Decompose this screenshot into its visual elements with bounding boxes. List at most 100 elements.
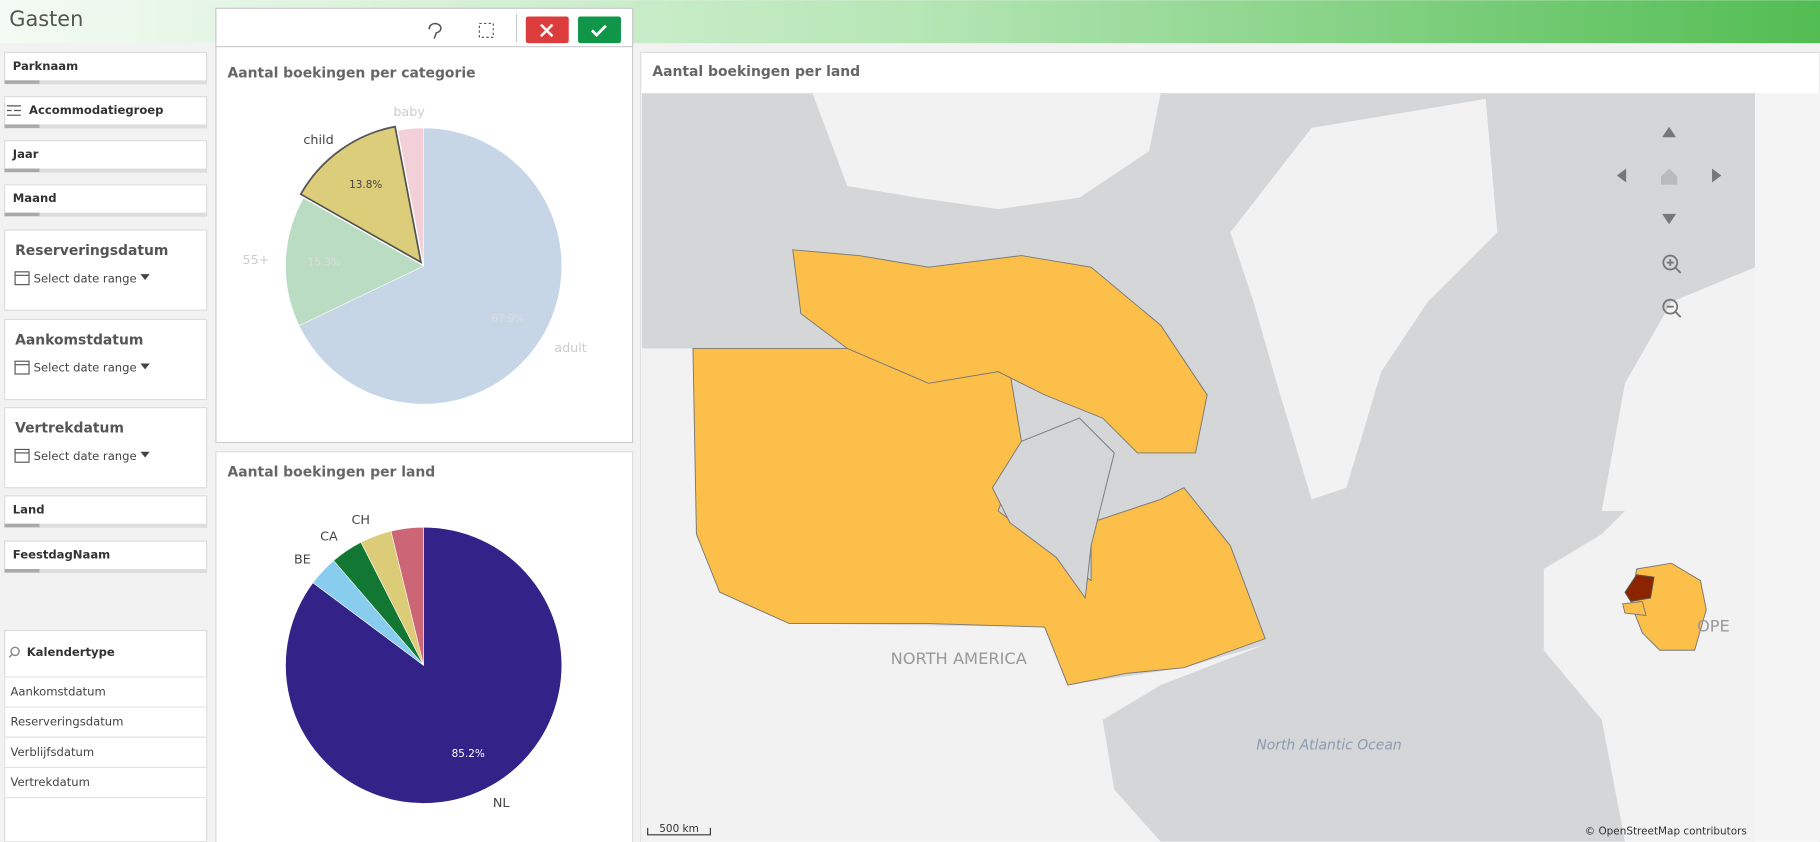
selection-bar-state (4, 124, 40, 128)
cancel-icon (539, 23, 554, 38)
slice-label: CH (352, 513, 370, 528)
filter-label: Accommodatiegroep (29, 103, 163, 117)
selection-bar (4, 80, 207, 84)
filter-label: Aankomstdatum (15, 332, 143, 348)
slice-label: BE (294, 553, 311, 568)
date-placeholder: Select date range (34, 449, 137, 463)
home-button[interactable] (1660, 168, 1678, 185)
filter-box[interactable] (4, 495, 208, 528)
map-land (641, 348, 1266, 842)
pie-charts: adult 67.9% 55+ 15.3% child 13.8% baby NL 85.2% B… (242, 105, 586, 811)
slice-label: 55+ (242, 253, 269, 268)
list-items: Aankomstdatum Reserveringsdatum Verblijfsd… (4, 676, 208, 799)
value-label: 13.8% (349, 179, 382, 191)
map-faded (1755, 93, 1820, 842)
list-item-label: Vertrekdatum (10, 775, 90, 789)
search-icon (10, 646, 20, 657)
dropdown-arrow[interactable] (140, 363, 150, 370)
selection-bar (4, 523, 207, 528)
list-item-label: Reserveringsdatum (10, 715, 123, 729)
pan-right[interactable] (1712, 168, 1722, 183)
selection-bar-state (4, 523, 40, 528)
search-icon (8, 653, 13, 658)
slice-label: baby (393, 105, 425, 120)
map: NORTH AMERICA North Atlantic Ocean OPE 5… (641, 93, 1820, 842)
filter-label: Reserveringsdatum (15, 243, 168, 259)
date-filter[interactable] (4, 318, 208, 401)
dropdown-arrow[interactable] (140, 451, 150, 458)
pie-slice[interactable] (285, 526, 563, 804)
zoom-out[interactable] (1662, 298, 1679, 315)
slice-label: child (303, 133, 333, 148)
value-label: 85.2% (452, 748, 485, 760)
zoom-in[interactable] (1666, 259, 1682, 274)
region-belgium[interactable] (1622, 600, 1647, 616)
filter-label: Parknaam (13, 59, 78, 73)
region-canada[interactable] (792, 249, 1208, 454)
select-values-button[interactable] (478, 22, 494, 38)
calendar-icon (14, 360, 30, 375)
pie-slice[interactable] (285, 197, 425, 327)
pan-down[interactable] (1662, 213, 1677, 225)
pie-slice[interactable] (299, 125, 423, 264)
map-scale: 500 km (659, 823, 698, 835)
region-canada[interactable] (692, 347, 1266, 686)
pie-slice[interactable] (397, 127, 424, 267)
lasso-button[interactable] (428, 22, 442, 39)
chart-title: Aantal boekingen per categorie (228, 65, 476, 81)
list-item[interactable] (4, 706, 208, 738)
map-attribution: © OpenStreetMap contributors (1585, 825, 1747, 837)
confirm-icon (590, 24, 607, 38)
map-label: OPE (1697, 617, 1730, 636)
selection-bar (4, 168, 207, 173)
calendar-icon (14, 271, 30, 286)
date-placeholder: Select date range (34, 361, 137, 375)
app-title: Gasten (9, 7, 83, 31)
filter-box[interactable] (4, 540, 208, 574)
value-label: 67.9% (491, 313, 524, 325)
slice-label: CA (320, 530, 338, 545)
list-item[interactable] (4, 676, 208, 708)
filter-label: Land (13, 502, 45, 516)
filter-box[interactable] (4, 51, 208, 85)
filter-box[interactable] (4, 140, 208, 173)
date-placeholder: Select date range (34, 271, 137, 285)
map-land (812, 93, 1161, 210)
pan-up[interactable] (1662, 126, 1677, 138)
filter-label: FeestdagNaam (13, 548, 110, 562)
selection-bar-state (4, 212, 40, 217)
map-label: North Atlantic Ocean (1256, 737, 1401, 753)
list-item-label: Verblijfsdatum (10, 745, 94, 759)
map-land (1601, 267, 1755, 511)
map-label: NORTH AMERICA (891, 649, 1027, 668)
list-item-label: Aankomstdatum (10, 685, 105, 699)
list-title: Kalendertype (27, 645, 115, 659)
pie-slice[interactable] (390, 526, 424, 666)
value-label: 15.3% (308, 257, 341, 269)
filter-box[interactable] (4, 96, 208, 129)
selection-bar-state (4, 168, 40, 173)
slice-label: NL (493, 796, 511, 811)
zoom-in[interactable] (1662, 254, 1679, 271)
zoom-out[interactable] (1666, 305, 1682, 318)
pan-left[interactable] (1616, 168, 1627, 183)
map-title: Aantal boekingen per land (652, 64, 860, 80)
map-sea (991, 417, 1115, 600)
list-item[interactable] (4, 736, 208, 769)
date-filter[interactable] (4, 229, 208, 311)
list-item[interactable] (4, 766, 208, 799)
date-filter[interactable] (4, 407, 208, 489)
map-land (1543, 464, 1755, 842)
region-netherlands[interactable] (1624, 574, 1655, 603)
filter-label: Maand (13, 191, 57, 205)
selection-bar (4, 212, 207, 217)
pie-slice[interactable] (298, 127, 563, 405)
slice-label: adult (554, 341, 587, 356)
map-land (1230, 98, 1498, 500)
dropdown-arrow[interactable] (140, 274, 150, 280)
chart-title: Aantal boekingen per land (228, 465, 436, 481)
selection-bar-state (4, 568, 40, 573)
selection-bar (4, 124, 207, 128)
confirm-button[interactable] (578, 16, 621, 44)
